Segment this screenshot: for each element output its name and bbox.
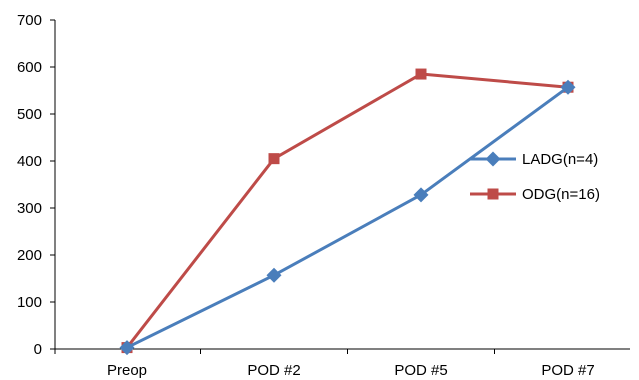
series-ladg: [119, 79, 576, 356]
legend: LADG(n=4) ODG(n=16): [470, 151, 600, 203]
y-tick-label: 600: [17, 59, 42, 76]
legend-item-ladg: LADG(n=4): [470, 151, 598, 168]
y-tick-label: 200: [17, 247, 42, 264]
data-point-odg: [268, 153, 280, 165]
legend-marker: [487, 188, 499, 200]
series-odg: [121, 68, 574, 354]
y-tick-label: 700: [17, 12, 42, 29]
series-line: [125, 72, 569, 349]
x-tick-label: POD #7: [541, 362, 594, 379]
legend-label: ODG(n=16): [522, 186, 600, 203]
data-point-ladg: [560, 79, 576, 95]
data-point-odg: [415, 68, 427, 80]
x-tick-label: Preop: [107, 362, 147, 379]
y-tick-label: 400: [17, 153, 42, 170]
x-tick-label: POD #2: [247, 362, 300, 379]
y-tick-label: 0: [34, 341, 42, 358]
y-tick-label: 100: [17, 294, 42, 311]
y-tick-label: 300: [17, 200, 42, 217]
axes: [54, 20, 630, 350]
data-point-ladg: [413, 187, 429, 203]
legend-marker: [485, 151, 501, 167]
y-tick-label: 500: [17, 106, 42, 123]
legend-label: LADG(n=4): [522, 151, 598, 168]
x-tick-label: POD #5: [394, 362, 447, 379]
series-layer: [119, 68, 576, 356]
series-line: [126, 85, 569, 349]
legend-item-odg: ODG(n=16): [470, 186, 600, 203]
y-axis-ticks: 0 100 200 300 400 500 600 700: [17, 12, 55, 358]
data-point-ladg: [119, 340, 135, 356]
x-axis-ticks: Preop POD #2 POD #5 POD #7: [54, 349, 595, 379]
data-point-ladg: [266, 267, 282, 283]
